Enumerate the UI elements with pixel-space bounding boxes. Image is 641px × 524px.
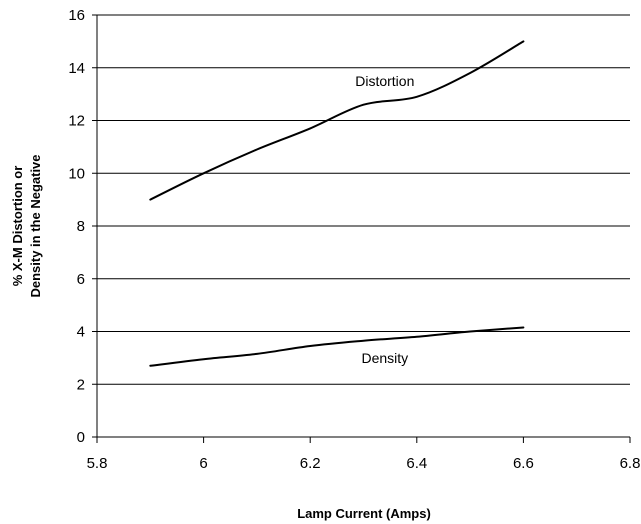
x-axis-ticks: 5.8 6 6.2 6.4 6.6 6.8 bbox=[87, 437, 641, 472]
x-tick-label-6: 6 bbox=[199, 455, 207, 472]
x-tick-label-5.8: 5.8 bbox=[87, 455, 108, 472]
x-tick-label-6.4: 6.4 bbox=[406, 455, 427, 472]
x-tick-label-6.8: 6.8 bbox=[620, 455, 641, 472]
y-tick-label-8: 8 bbox=[77, 218, 85, 235]
x-tick-label-6.6: 6.6 bbox=[513, 455, 534, 472]
y-tick-label-14: 14 bbox=[68, 60, 85, 77]
series-line-distortion bbox=[149, 40, 525, 201]
y-axis-title: % X-M Distortion or Density in the Negat… bbox=[10, 154, 43, 297]
x-tick-label-6.2: 6.2 bbox=[300, 455, 321, 472]
y-axis-title-line-1: % X-M Distortion or bbox=[10, 166, 25, 287]
y-tick-label-12: 12 bbox=[68, 113, 85, 130]
y-tick-label-16: 16 bbox=[68, 7, 85, 24]
y-tick-label-6: 6 bbox=[77, 271, 85, 288]
series-annotations: Distortion Density bbox=[355, 73, 414, 366]
x-axis-title: Lamp Current (Amps) bbox=[297, 506, 431, 521]
y-tick-label-4: 4 bbox=[77, 324, 85, 341]
y-axis-ticks: 0 2 4 6 8 10 12 14 16 bbox=[68, 7, 97, 446]
y-tick-label-10: 10 bbox=[68, 165, 85, 182]
series-lines bbox=[149, 40, 525, 367]
series-line-density bbox=[149, 326, 525, 367]
gridlines bbox=[97, 14, 630, 385]
y-tick-label-2: 2 bbox=[77, 376, 85, 393]
y-tick-label-0: 0 bbox=[77, 429, 85, 446]
y-axis-title-line-2: Density in the Negative bbox=[28, 154, 43, 297]
annotation-density: Density bbox=[361, 350, 408, 366]
annotation-distortion: Distortion bbox=[355, 73, 414, 89]
